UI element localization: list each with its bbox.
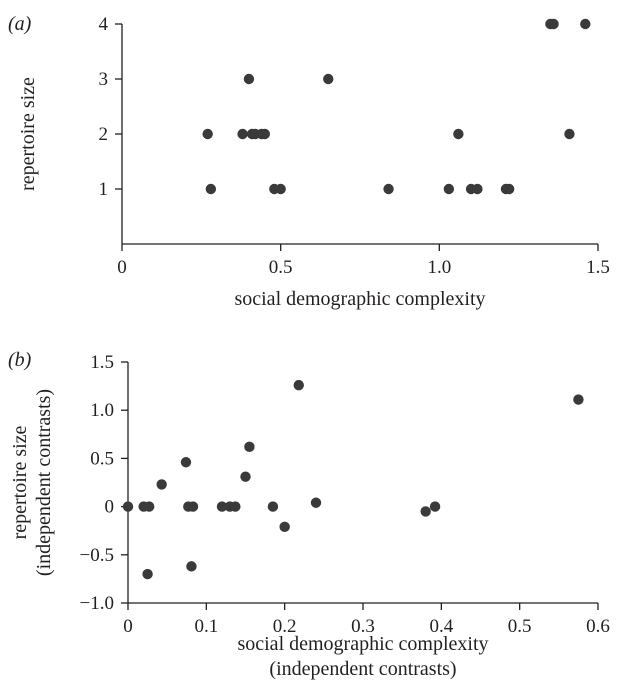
data-point bbox=[310, 497, 322, 508]
y-tick-label: 3 bbox=[99, 69, 109, 90]
data-point bbox=[564, 128, 575, 140]
y-tick-label: 2 bbox=[99, 124, 109, 145]
y-tick-label: −0.5 bbox=[80, 545, 114, 566]
x-tick-label: 1.0 bbox=[427, 257, 451, 278]
data-point bbox=[293, 379, 304, 391]
data-point bbox=[383, 183, 394, 195]
panel-label: (a) bbox=[8, 13, 32, 35]
data-point bbox=[244, 441, 255, 453]
y-tick-label: 4 bbox=[99, 14, 109, 35]
data-point bbox=[237, 128, 248, 140]
data-point bbox=[279, 521, 290, 533]
y-tick-label: 0.5 bbox=[90, 448, 114, 469]
panel-a: 0 0.5 1.0 1.5 1 2 3 4 social demographic complex… bbox=[8, 13, 610, 310]
x-tick-label: 1.5 bbox=[586, 257, 610, 278]
x-axis-title: social demographic complexity bbox=[237, 633, 488, 655]
data-point bbox=[240, 471, 251, 482]
data-point bbox=[180, 457, 192, 468]
data-point bbox=[142, 568, 153, 580]
data-point bbox=[443, 183, 455, 195]
data-point bbox=[143, 501, 155, 512]
x-tick-label: 0.1 bbox=[194, 616, 218, 637]
y-axis-title-line2: (independent contrasts) bbox=[33, 389, 55, 576]
data-point bbox=[275, 183, 286, 195]
data-point bbox=[187, 501, 199, 512]
data-point bbox=[205, 183, 217, 195]
data-point bbox=[420, 506, 431, 517]
y-axis-title: repertoire size bbox=[17, 77, 39, 191]
x-axis-title: social demographic complexity bbox=[234, 288, 485, 310]
x-tick-label: 0.5 bbox=[269, 257, 293, 278]
y-tick-label: 1.0 bbox=[90, 400, 114, 421]
data-point bbox=[186, 561, 197, 572]
data-point bbox=[548, 18, 559, 30]
data-point bbox=[122, 501, 134, 512]
data-point bbox=[323, 73, 334, 85]
x-tick-label: 0.6 bbox=[586, 616, 610, 637]
x-tick-label: 0 bbox=[117, 257, 127, 278]
x-tick-label: 0.4 bbox=[429, 616, 453, 637]
data-point bbox=[573, 394, 584, 405]
data-point bbox=[259, 128, 270, 140]
panel-label: (b) bbox=[8, 349, 32, 371]
data-point bbox=[230, 501, 241, 512]
x-axis-title-line2: (independent contrasts) bbox=[269, 658, 456, 680]
x-tick-label: 0 bbox=[123, 616, 133, 637]
panel-b: 0 0.1 0.2 0.3 0.4 0.5 0.6 −1.0 −0.5 0 0.5 1.0 1.5 soc… bbox=[8, 349, 610, 680]
data-point bbox=[453, 128, 464, 140]
y-tick-label: 0 bbox=[105, 497, 115, 518]
data-point bbox=[156, 479, 167, 490]
data-point bbox=[267, 501, 279, 512]
data-point bbox=[472, 183, 483, 195]
data-point bbox=[216, 501, 228, 512]
x-tick-label: 0.5 bbox=[508, 616, 532, 637]
y-axis-title: repertoire size bbox=[9, 425, 31, 539]
data-point bbox=[243, 73, 255, 85]
data-point bbox=[580, 18, 591, 30]
x-tick-label: 0.2 bbox=[273, 616, 297, 637]
data-point bbox=[429, 501, 441, 512]
x-tick-label: 0.3 bbox=[351, 616, 375, 637]
y-tick-label: 1.5 bbox=[90, 352, 114, 373]
y-tick-label: 1 bbox=[99, 179, 109, 200]
data-point bbox=[202, 128, 213, 140]
data-point bbox=[503, 183, 515, 195]
y-tick-label: −1.0 bbox=[80, 593, 114, 614]
